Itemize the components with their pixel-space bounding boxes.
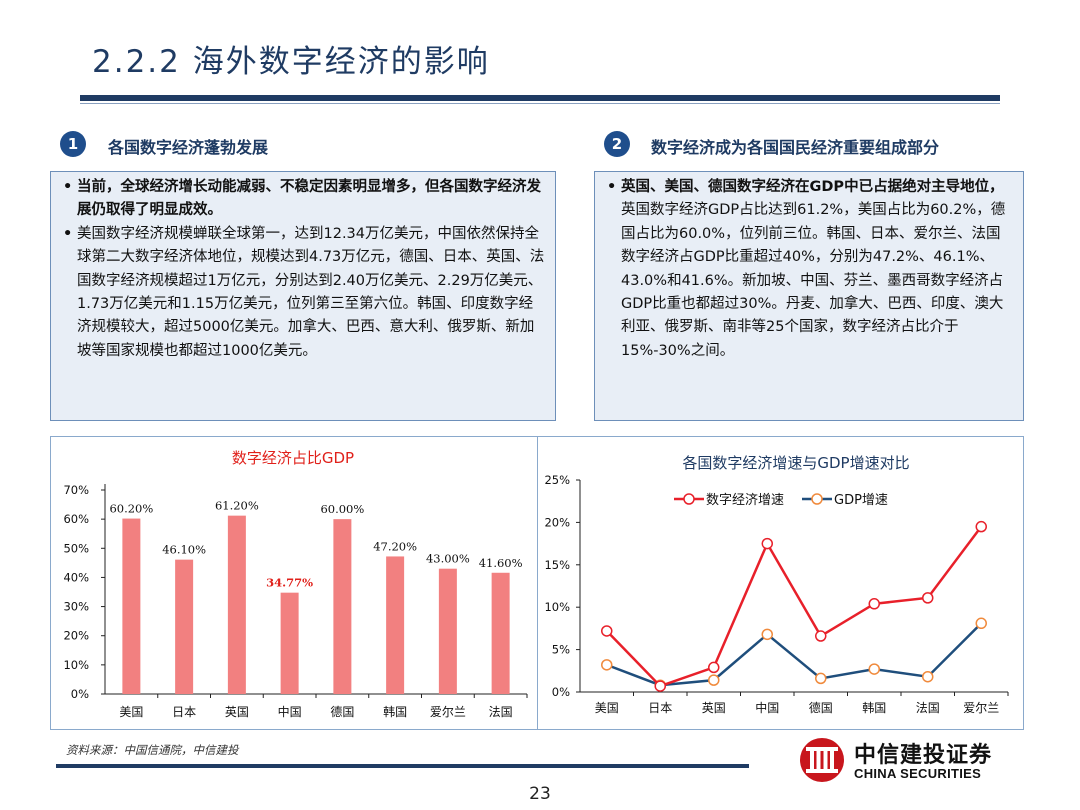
bar-y-tick-label: 40% bbox=[63, 570, 89, 584]
line-x-tick-label: 美国 bbox=[595, 701, 619, 715]
section-1-bullet-2: 美国数字经济规模蝉联全球第一，达到12.34万亿美元，中国依然保持全球第二大数字… bbox=[63, 223, 545, 363]
line-y-tick-label: 15% bbox=[544, 558, 570, 572]
bar-data-label: 60.00% bbox=[320, 502, 364, 516]
legend-marker-1 bbox=[683, 493, 695, 505]
series-2-point bbox=[601, 659, 613, 671]
line-y-tick-label: 10% bbox=[544, 600, 570, 614]
logo-text-cn: 中信建投证券 bbox=[854, 743, 993, 768]
bar-x-tick-label: 爱尔兰 bbox=[430, 704, 466, 719]
series-2-point bbox=[815, 672, 827, 685]
section-2-textbox: 英国、美国、德国数字经济在GDP中已占据绝对主导地位， 英国数字经济GDP占比达到… bbox=[594, 171, 1024, 421]
bar-x-tick-label: 韩国 bbox=[383, 704, 407, 719]
series-1-point bbox=[975, 520, 987, 533]
source-note: 资料来源：中国信通院，中信建投 bbox=[66, 743, 239, 757]
bar-y-tick-label: 10% bbox=[63, 658, 89, 672]
series-line-1 bbox=[605, 525, 983, 688]
bar-chart: 数字经济占比GDP 0% 10% 20% 30% 40% 50% 60% 70% 60.20% 美国… bbox=[63, 449, 528, 719]
series-2-point bbox=[761, 628, 773, 641]
company-logo: 中信建投证券 CHINA SECURITIES bbox=[796, 734, 1026, 784]
legend-label-1: 数字经济增速 bbox=[706, 493, 784, 508]
section-2-bullet-body: 英国数字经济GDP占比达到61.2%，美国占比为60.2%，德国占比为60.0%… bbox=[621, 202, 1006, 359]
bar-7 bbox=[438, 568, 457, 694]
bar-y-tick-label: 30% bbox=[63, 600, 89, 614]
line-x-tick-label: 日本 bbox=[648, 701, 672, 715]
footer-rule bbox=[56, 764, 749, 768]
bar-y-tick-label: 0% bbox=[71, 687, 89, 701]
logo-emblem-icon bbox=[800, 738, 844, 782]
bar-6 bbox=[386, 556, 405, 694]
line-x-tick-label: 法国 bbox=[916, 701, 940, 715]
bar-y-tick-label: 50% bbox=[63, 541, 89, 555]
series-2-point bbox=[868, 663, 880, 675]
series-1-point bbox=[922, 592, 934, 604]
section-1-heading: 各国数字经济蓬勃发展 bbox=[108, 138, 269, 157]
chart-divider bbox=[537, 436, 538, 730]
series-1-point bbox=[601, 625, 613, 637]
section-2-number: 2 bbox=[604, 131, 630, 157]
section-1-textbox: 当前，全球经济增长动能减弱、不稳定因素明显增多，但各国数字经济发展仍取得了明显成… bbox=[50, 171, 556, 421]
series-2-point bbox=[708, 674, 720, 686]
line-x-tick-label: 英国 bbox=[702, 701, 726, 715]
series-2-point bbox=[922, 670, 934, 683]
bar-2 bbox=[175, 559, 194, 694]
bar-y-tick-label: 60% bbox=[63, 512, 89, 526]
bar-data-label: 46.10% bbox=[162, 543, 206, 557]
section-1-bullet-1: 当前，全球经济增长动能减弱、不稳定因素明显增多，但各国数字经济发展仍取得了明显成… bbox=[63, 176, 545, 223]
section-2-heading: 数字经济成为各国国民经济重要组成部分 bbox=[651, 138, 940, 157]
bar-data-label: 47.20% bbox=[373, 539, 417, 553]
line-x-tick-label: 中国 bbox=[755, 700, 779, 715]
line-y-tick-label: 0% bbox=[552, 685, 570, 699]
series-1-point bbox=[815, 630, 827, 642]
series-1-point bbox=[654, 680, 666, 692]
line-chart: 各国数字经济增速与GDP增速对比 0% 5% 10% 15% 20% 25% 美国 日本 英国 中国… bbox=[544, 454, 1009, 715]
series-1-point bbox=[761, 537, 773, 550]
legend-marker-2 bbox=[811, 493, 823, 505]
page-title: 2.2.2 海外数字经济的影响 bbox=[92, 44, 490, 80]
bar-8 bbox=[491, 572, 510, 694]
line-x-tick-label: 德国 bbox=[809, 700, 833, 715]
line-y-tick-label: 5% bbox=[552, 643, 570, 657]
bar-x-tick-label: 美国 bbox=[119, 705, 143, 719]
bar-x-tick-label: 英国 bbox=[225, 705, 249, 719]
bar-data-label: 61.20% bbox=[215, 499, 259, 513]
title-rule-thin bbox=[80, 103, 1000, 104]
logo-text-en: CHINA SECURITIES bbox=[854, 766, 982, 781]
bar-3 bbox=[227, 515, 246, 694]
bar-data-label: 34.77% bbox=[266, 576, 313, 590]
line-x-tick-label: 韩国 bbox=[862, 700, 886, 715]
bar-x-tick-label: 日本 bbox=[172, 705, 196, 719]
bar-1 bbox=[122, 518, 141, 694]
legend-label-2: GDP增速 bbox=[834, 493, 888, 508]
bar-x-tick-label: 中国 bbox=[278, 704, 302, 719]
bar-chart-title: 数字经济占比GDP bbox=[232, 449, 354, 467]
series-2-point bbox=[975, 617, 987, 630]
bar-x-tick-label: 德国 bbox=[330, 704, 354, 719]
line-x-tick-label: 爱尔兰 bbox=[963, 700, 999, 715]
bar-4 bbox=[280, 592, 299, 694]
bar-data-label: 60.20% bbox=[109, 502, 153, 516]
line-y-tick-label: 25% bbox=[544, 473, 570, 487]
series-line-2 bbox=[606, 622, 983, 687]
bar-y-tick-label: 70% bbox=[63, 483, 89, 497]
series-1-point bbox=[708, 661, 720, 674]
line-y-tick-label: 20% bbox=[544, 515, 570, 529]
title-rule bbox=[80, 95, 1000, 101]
section-2-bullet-lead: 英国、美国、德国数字经济在GDP中已占据绝对主导地位， bbox=[621, 179, 1004, 195]
bar-x-tick-label: 法国 bbox=[489, 705, 513, 719]
bar-data-label: 43.00% bbox=[426, 552, 470, 566]
page-number: 23 bbox=[529, 784, 551, 804]
bar-5 bbox=[333, 519, 352, 694]
line-chart-title: 各国数字经济增速与GDP增速对比 bbox=[682, 454, 909, 472]
bar-data-label: 41.60% bbox=[479, 556, 523, 570]
series-1-point bbox=[868, 598, 880, 610]
bar-y-tick-label: 20% bbox=[63, 629, 89, 643]
section-1-number: 1 bbox=[60, 131, 86, 157]
section-2-bullet-1: 英国、美国、德国数字经济在GDP中已占据绝对主导地位， 英国数字经济GDP占比达到… bbox=[607, 176, 1013, 363]
